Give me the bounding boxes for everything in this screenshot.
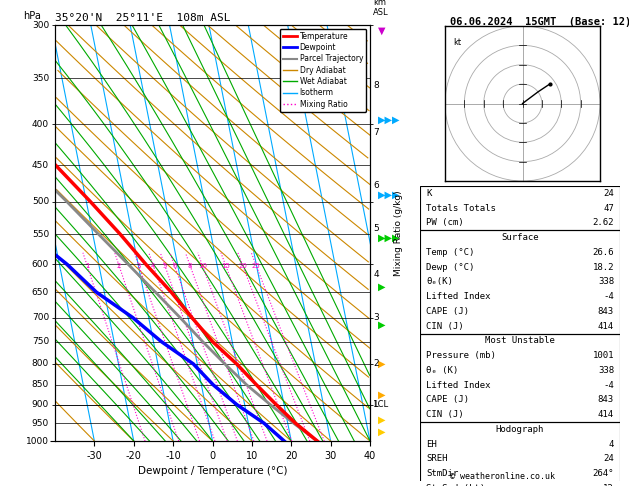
Text: 843: 843 [598, 396, 614, 404]
Text: 3: 3 [136, 262, 141, 269]
Text: 8: 8 [188, 262, 192, 269]
Text: 18.2: 18.2 [593, 262, 614, 272]
Text: 300: 300 [32, 20, 49, 30]
Text: 10: 10 [198, 262, 207, 269]
Text: 2: 2 [373, 360, 379, 368]
Text: 2: 2 [117, 262, 121, 269]
Text: 8: 8 [373, 81, 379, 89]
Bar [420, 230, 620, 333]
Text: 900: 900 [32, 400, 49, 409]
Bar [420, 186, 620, 230]
Text: 4: 4 [151, 262, 155, 269]
Text: Pressure (mb): Pressure (mb) [426, 351, 496, 360]
Text: Temp (°C): Temp (°C) [426, 248, 474, 257]
Bar [420, 422, 620, 486]
Text: ▶: ▶ [378, 320, 386, 330]
Text: Lifted Index: Lifted Index [426, 381, 491, 390]
Text: CIN (J): CIN (J) [426, 322, 464, 330]
Text: ▶▶▶: ▶▶▶ [378, 115, 401, 125]
Text: ▶▶▶: ▶▶▶ [378, 190, 401, 200]
Text: 850: 850 [32, 381, 49, 389]
Text: CAPE (J): CAPE (J) [426, 396, 469, 404]
Text: hPa: hPa [23, 11, 42, 21]
Text: 400: 400 [32, 120, 49, 129]
Text: LCL: LCL [373, 400, 388, 409]
X-axis label: Dewpoint / Temperature (°C): Dewpoint / Temperature (°C) [138, 466, 287, 476]
Text: ▶: ▶ [378, 415, 386, 425]
Text: StmSpd (kt): StmSpd (kt) [426, 484, 485, 486]
Text: 7: 7 [373, 128, 379, 138]
Text: 2.62: 2.62 [593, 218, 614, 227]
Legend: Temperature, Dewpoint, Parcel Trajectory, Dry Adiabat, Wet Adiabat, Isotherm, Mi: Temperature, Dewpoint, Parcel Trajectory… [280, 29, 366, 112]
Bar [420, 333, 620, 422]
Text: ▶: ▶ [378, 359, 386, 369]
Text: Surface: Surface [501, 233, 539, 242]
Text: 4: 4 [373, 270, 379, 278]
Text: 6: 6 [172, 262, 177, 269]
Text: 47: 47 [603, 204, 614, 213]
Text: Lifted Index: Lifted Index [426, 292, 491, 301]
Text: PW (cm): PW (cm) [426, 218, 464, 227]
Text: Dewp (°C): Dewp (°C) [426, 262, 474, 272]
Text: 264°: 264° [593, 469, 614, 478]
Text: 5: 5 [163, 262, 167, 269]
Text: 450: 450 [32, 160, 49, 170]
Text: km
ASL: km ASL [373, 0, 389, 17]
Text: 414: 414 [598, 410, 614, 419]
Text: 600: 600 [32, 260, 49, 269]
Text: 338: 338 [598, 366, 614, 375]
Text: ▶: ▶ [378, 282, 386, 292]
Text: 843: 843 [598, 307, 614, 316]
Text: StmDir: StmDir [426, 469, 459, 478]
Text: ▶▶▶: ▶▶▶ [378, 233, 401, 243]
Text: 338: 338 [598, 278, 614, 286]
Text: 26.6: 26.6 [593, 248, 614, 257]
Text: θₑ(K): θₑ(K) [426, 278, 453, 286]
Text: 24: 24 [603, 454, 614, 463]
Text: 15: 15 [221, 262, 230, 269]
Text: SREH: SREH [426, 454, 447, 463]
Text: 4: 4 [609, 440, 614, 449]
Text: 1000: 1000 [26, 436, 49, 446]
Text: 950: 950 [32, 419, 49, 428]
Text: -4: -4 [603, 292, 614, 301]
Text: 24: 24 [603, 189, 614, 198]
Text: 5: 5 [373, 224, 379, 233]
Text: 25: 25 [252, 262, 260, 269]
Text: 1001: 1001 [593, 351, 614, 360]
Text: CAPE (J): CAPE (J) [426, 307, 469, 316]
Text: 06.06.2024  15GMT  (Base: 12): 06.06.2024 15GMT (Base: 12) [450, 17, 629, 27]
Text: 20: 20 [238, 262, 247, 269]
Text: 550: 550 [32, 230, 49, 239]
Text: 35°20'N  25°11'E  108m ASL: 35°20'N 25°11'E 108m ASL [55, 13, 230, 23]
Text: 6: 6 [373, 181, 379, 191]
Text: 700: 700 [32, 313, 49, 322]
Text: CIN (J): CIN (J) [426, 410, 464, 419]
Text: EH: EH [426, 440, 437, 449]
Text: 750: 750 [32, 337, 49, 346]
Text: © weatheronline.co.uk: © weatheronline.co.uk [450, 472, 555, 481]
Text: -4: -4 [603, 381, 614, 390]
Text: 414: 414 [598, 322, 614, 330]
Text: Hodograph: Hodograph [496, 425, 544, 434]
Text: K: K [426, 189, 431, 198]
Text: 650: 650 [32, 288, 49, 296]
Text: ▼: ▼ [378, 26, 386, 35]
Text: ▶: ▶ [378, 390, 386, 400]
Text: ▶: ▶ [378, 427, 386, 437]
Text: 800: 800 [32, 360, 49, 368]
Text: 1: 1 [373, 400, 379, 409]
Text: kt: kt [453, 37, 461, 47]
Text: 1: 1 [85, 262, 89, 269]
Text: 12: 12 [603, 484, 614, 486]
Text: Most Unstable: Most Unstable [485, 336, 555, 346]
Text: θₑ (K): θₑ (K) [426, 366, 459, 375]
Text: 3: 3 [373, 313, 379, 322]
Y-axis label: Mixing Ratio (g/kg): Mixing Ratio (g/kg) [394, 190, 403, 276]
Text: 350: 350 [32, 74, 49, 83]
Text: 500: 500 [32, 197, 49, 206]
Text: Totals Totals: Totals Totals [426, 204, 496, 213]
